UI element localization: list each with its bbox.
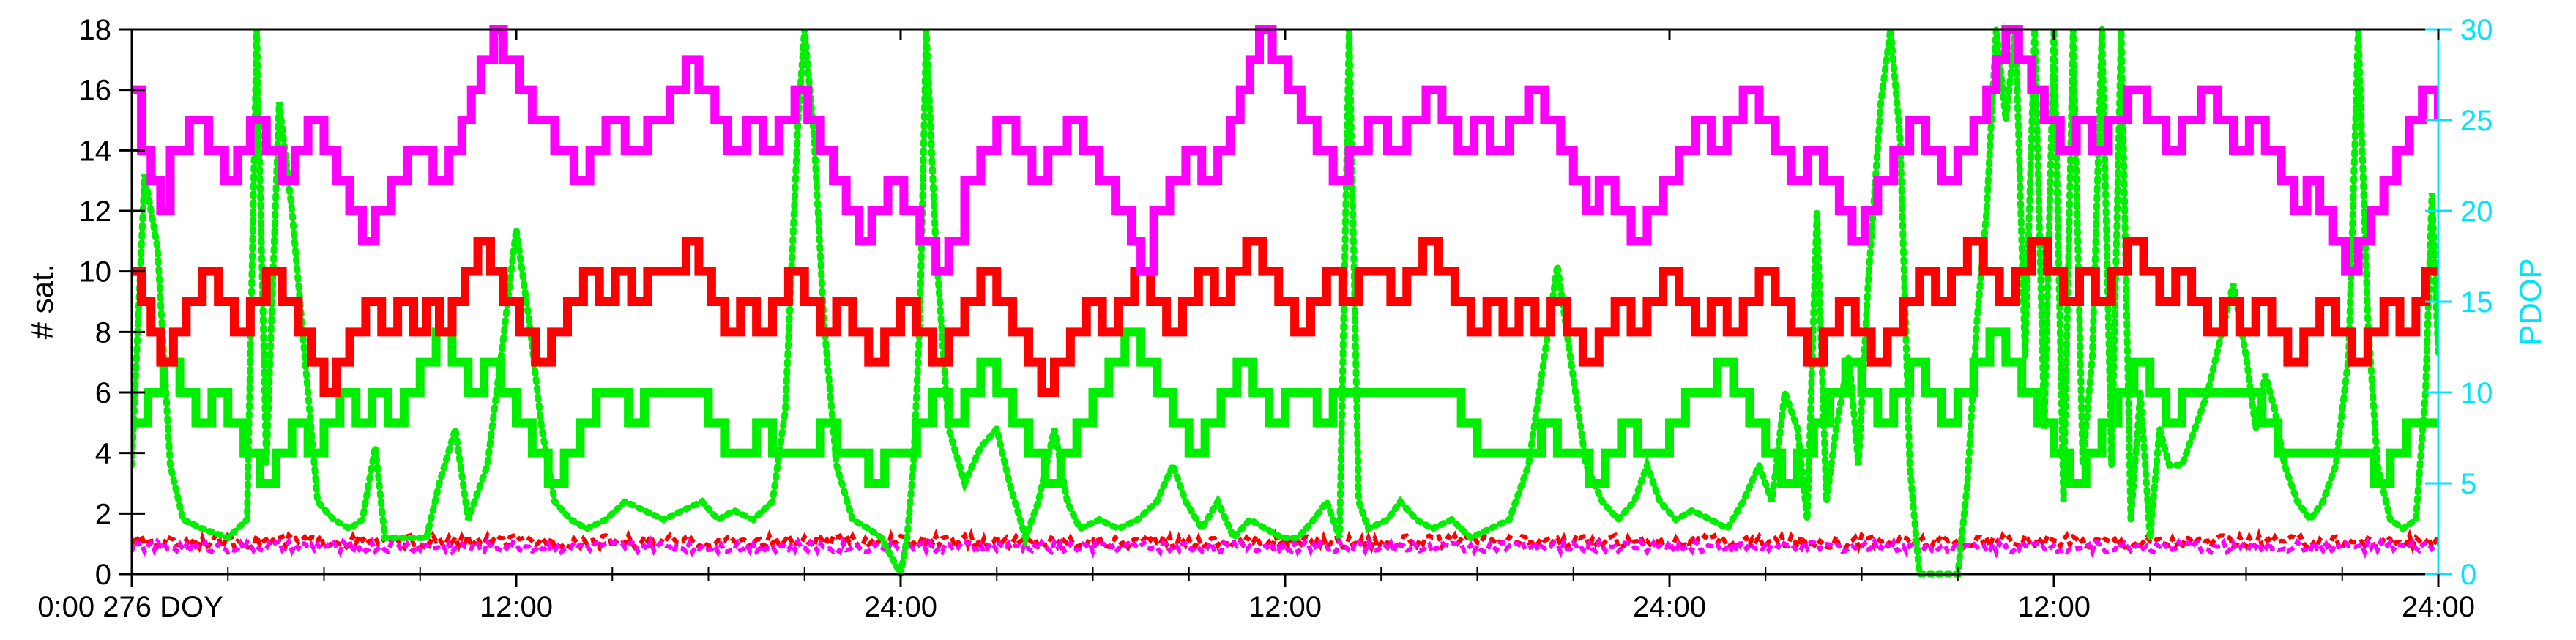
y-axis-title-right: PDOP bbox=[2513, 258, 2547, 345]
left-tick-label: 18 bbox=[79, 14, 112, 46]
series-line bbox=[132, 237, 2438, 397]
series-line bbox=[132, 29, 2438, 578]
x-axis: 0:00 276 DOY 12:00 24:00 12:00 24:00 12:00 24:… bbox=[37, 29, 2475, 623]
x-tick-label: 12:00 bbox=[480, 591, 553, 623]
left-tick-label: 10 bbox=[79, 256, 112, 289]
left-tick-label: 8 bbox=[95, 316, 111, 349]
x-tick-label: 12:00 bbox=[1248, 591, 1322, 623]
right-tick-label: 25 bbox=[2460, 105, 2493, 137]
x-tick-label: 12:00 bbox=[2017, 591, 2091, 623]
y-axis-title-left: # sat. bbox=[25, 264, 59, 340]
left-tick-label: 14 bbox=[79, 135, 112, 167]
right-y-axis: 0 5 10 15 20 25 30 bbox=[2425, 14, 2493, 591]
right-tick-label: 5 bbox=[2460, 468, 2476, 500]
x-tick-label: 24:00 bbox=[2402, 591, 2475, 623]
right-tick-label: 15 bbox=[2460, 286, 2493, 319]
series-line bbox=[132, 327, 2438, 488]
left-tick-label: 16 bbox=[79, 75, 112, 107]
series-line bbox=[132, 535, 2438, 559]
left-tick-label: 2 bbox=[95, 498, 111, 530]
x-tick-label: 24:00 bbox=[1633, 591, 1706, 623]
right-tick-label: 20 bbox=[2460, 196, 2493, 228]
left-tick-label: 0 bbox=[95, 559, 111, 591]
left-y-axis: 0 2 4 6 8 10 12 14 16 18 bbox=[79, 14, 145, 591]
series-line bbox=[132, 25, 2438, 276]
right-tick-label: 10 bbox=[2460, 377, 2493, 409]
series-line bbox=[132, 527, 2438, 555]
right-tick-label: 30 bbox=[2460, 14, 2493, 46]
right-tick-label: 0 bbox=[2460, 559, 2476, 591]
left-tick-label: 4 bbox=[95, 438, 111, 470]
left-tick-label: 6 bbox=[95, 377, 111, 409]
x-tick-label: 24:00 bbox=[864, 591, 937, 623]
x-tick-label: 0:00 276 DOY bbox=[37, 591, 223, 623]
plot-series bbox=[132, 25, 2438, 578]
left-tick-label: 12 bbox=[79, 196, 112, 228]
